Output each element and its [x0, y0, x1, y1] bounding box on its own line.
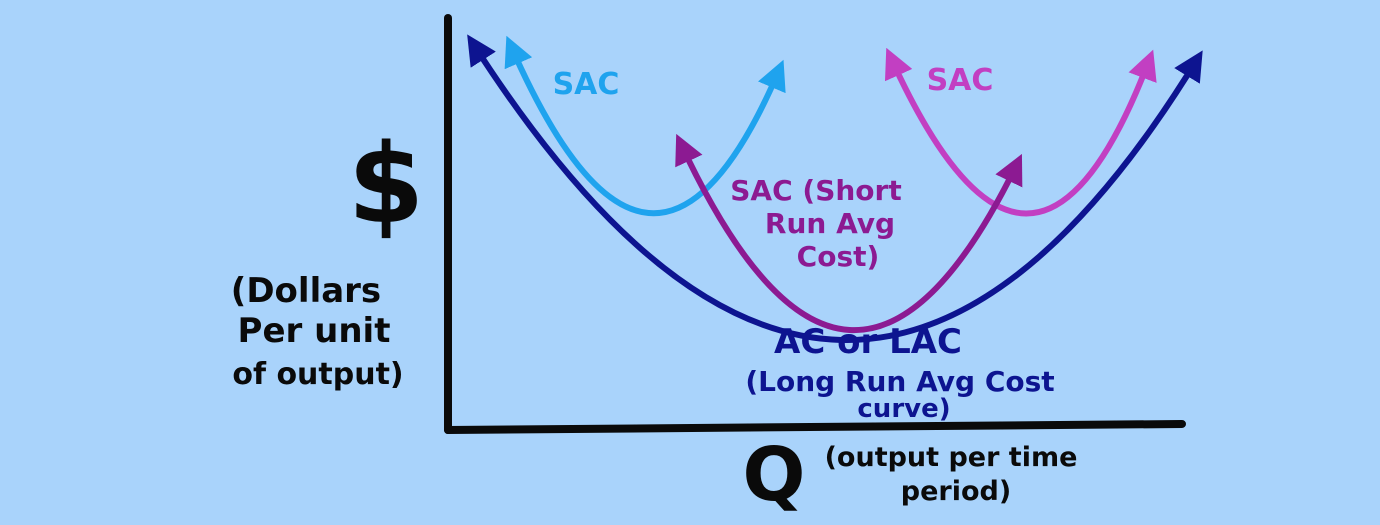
x-axis-line	[444, 420, 1186, 434]
sac-middle-label-line-1: SAC (Short	[730, 174, 901, 207]
sac-middle-label-line-3: Cost)	[797, 240, 880, 273]
sac-middle-label-line-2: Run Avg	[765, 207, 895, 240]
lac-label: AC or LAC	[774, 322, 962, 362]
q-symbol: Q	[743, 432, 806, 518]
x-axis-label-line-1: (output per time	[825, 442, 1078, 473]
sac-curve-right	[884, 47, 1157, 217]
x-axis-label-line-2: period)	[901, 476, 1011, 507]
y-axis-label-line-1: (Dollars	[231, 271, 381, 311]
dollar-symbol: $	[348, 120, 425, 248]
lac-desc-line-2: curve)	[857, 394, 950, 424]
lac-curve	[467, 34, 1203, 343]
lac-desc-line-1: (Long Run Avg Cost	[745, 365, 1054, 398]
sac-curve-middle	[675, 133, 1023, 333]
sac-right-label: SAC	[927, 63, 994, 98]
y-axis-label-line-2: Per unit	[238, 311, 391, 351]
y-axis-label-line-3: of output)	[232, 357, 403, 392]
sac-left-label: SAC	[553, 67, 620, 102]
